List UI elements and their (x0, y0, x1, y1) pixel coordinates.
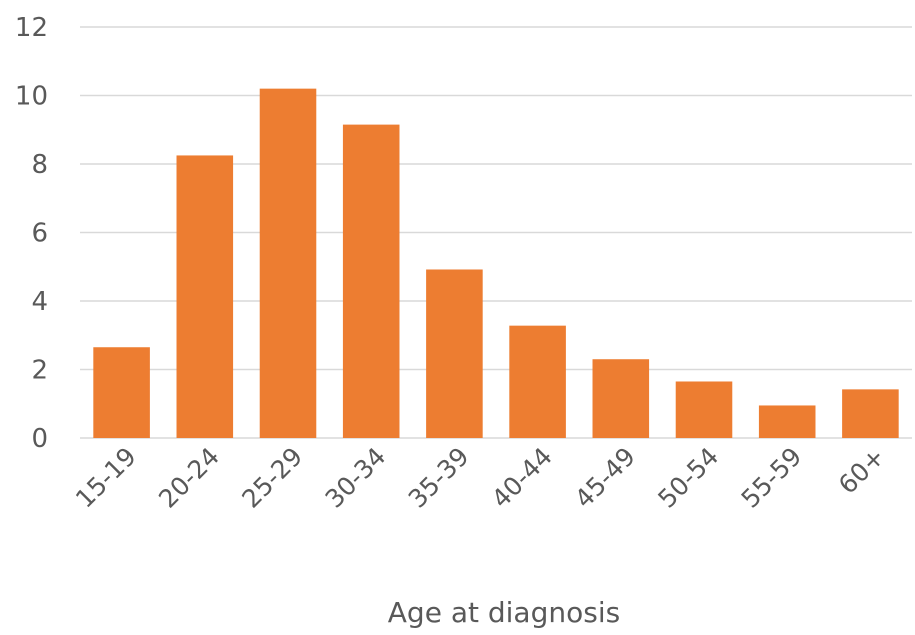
x-tick-label: 35-39 (403, 442, 475, 514)
x-tick-label: 45-49 (569, 442, 641, 514)
y-tick-label: 12 (15, 13, 48, 43)
y-tick-label: 10 (15, 82, 48, 112)
x-tick-label: 30-34 (320, 442, 392, 514)
bar-55-59 (758, 405, 816, 438)
x-axis-title: Age at diagnosis (388, 596, 620, 629)
y-tick-label: 8 (31, 150, 48, 180)
x-tick-label: 20-24 (153, 442, 225, 514)
bar-20-24 (176, 155, 234, 438)
bar-60+ (842, 389, 899, 438)
x-tick-label: 50-54 (652, 442, 724, 514)
x-tick-label: 15-19 (70, 442, 142, 514)
y-axis-ticks: 0 2 4 6 8 10 12 (15, 13, 48, 454)
y-tick-label: 0 (31, 424, 48, 454)
bar-45-49 (592, 359, 650, 438)
x-tick-label: 40-44 (486, 442, 558, 514)
bar-40-44 (509, 325, 566, 438)
bar-35-39 (426, 269, 483, 438)
x-tick-label: 60+ (833, 442, 891, 500)
x-tick-label: 55-59 (736, 442, 808, 514)
y-tick-label: 2 (31, 356, 48, 386)
bar-25-29 (259, 88, 317, 439)
x-tick-label: 25-29 (236, 442, 308, 514)
y-tick-label: 4 (31, 287, 48, 317)
bar-15-19 (93, 347, 150, 438)
x-axis-ticks: 15-19 20-24 25-29 30-34 35-39 40-44 45-49 50-54… (70, 442, 891, 514)
bars (93, 88, 899, 439)
bar-50-54 (675, 381, 733, 438)
y-tick-label: 6 (31, 219, 48, 249)
bar-30-34 (342, 124, 400, 439)
